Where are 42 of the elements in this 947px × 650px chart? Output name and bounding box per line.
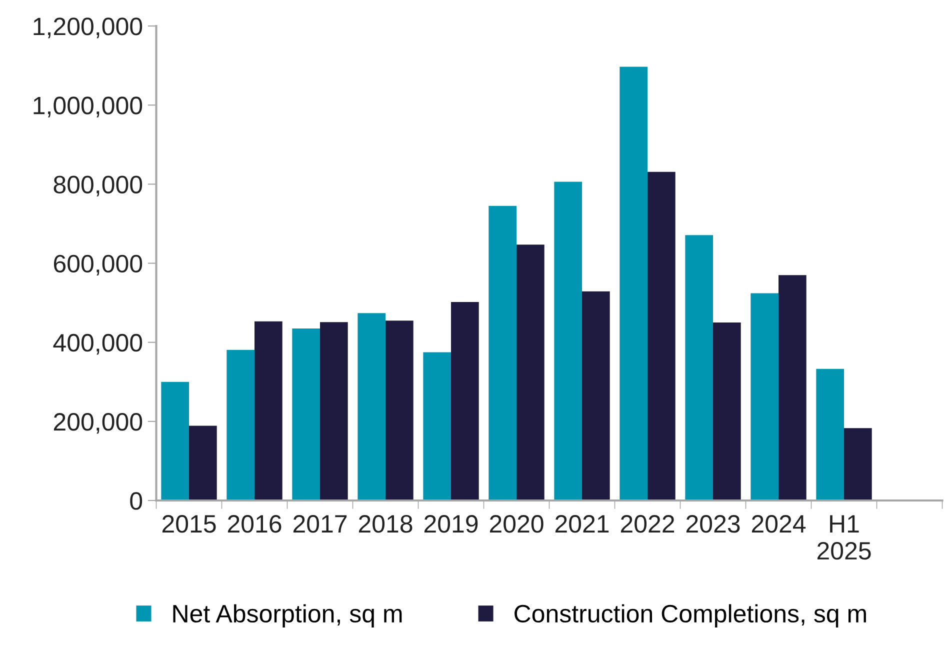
y-tick-label: 800,000: [54, 176, 142, 196]
x-tick-label: 2015: [162, 515, 216, 533]
x-tick-label: 2019: [424, 515, 478, 533]
legend-label: Construction Completions, sq m: [514, 604, 866, 628]
bar: [451, 302, 479, 500]
x-tick-label: 2024: [752, 515, 806, 533]
bar: [423, 352, 452, 500]
bar: [778, 275, 806, 500]
bar: [844, 428, 872, 500]
bar: [358, 313, 386, 500]
bar: [488, 206, 517, 500]
y-tick-label: 200,000: [54, 413, 142, 434]
x-tick-label: 2020: [490, 515, 544, 533]
y-tick-label: 1,200,000: [34, 18, 142, 38]
bar: [226, 350, 255, 500]
legend-label: Net Absorption, sq m: [173, 604, 402, 628]
y-tick-label: 1,000,000: [34, 96, 142, 118]
bar: [254, 321, 282, 500]
bar: [582, 291, 610, 500]
x-tick-label: 2022: [620, 515, 674, 533]
x-tick-label: H1 2025: [817, 515, 871, 560]
bar: [386, 320, 414, 500]
bar: [750, 293, 779, 500]
x-tick-label: 2021: [555, 515, 609, 533]
x-tick-label: 2016: [228, 515, 282, 533]
bar: [554, 182, 582, 500]
x-tick-label: 2023: [686, 515, 740, 533]
y-tick-label: 600,000: [54, 254, 142, 276]
bar: [648, 172, 676, 500]
y-tick-label: 0: [130, 492, 142, 510]
bar: [816, 368, 844, 500]
x-tick-label: 2017: [293, 515, 347, 533]
bar: [189, 426, 217, 500]
bar: [292, 328, 320, 500]
bar: [516, 244, 544, 500]
bar: [620, 66, 648, 500]
bar: [685, 235, 714, 500]
y-tick-label: 400,000: [53, 334, 142, 355]
bar: [713, 322, 741, 500]
x-tick-label: 2018: [358, 515, 412, 533]
bar: [161, 382, 190, 500]
bar: [320, 322, 348, 500]
